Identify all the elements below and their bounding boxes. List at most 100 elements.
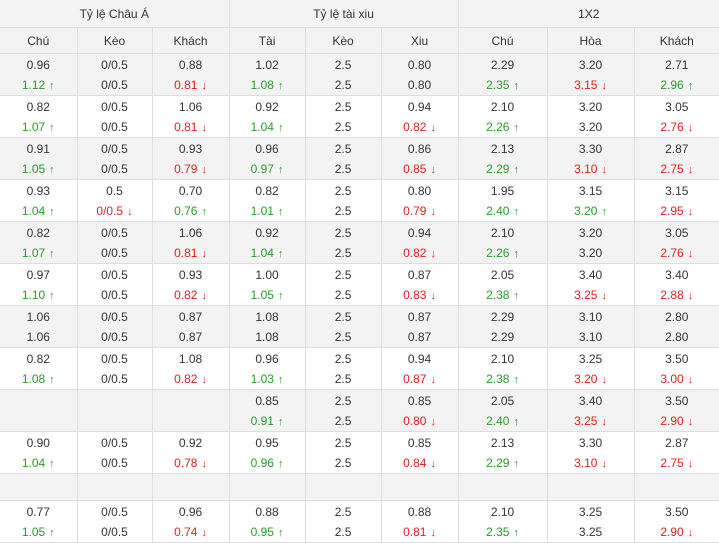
opening-odds-1x2-away: 3.50 bbox=[633, 347, 719, 369]
opening-odds-ah-away: 0.96 bbox=[151, 500, 230, 522]
live-odds-ah-home: 1.05 ↑ bbox=[0, 522, 77, 543]
live-odds-1x2-draw: 3.20 ↑ bbox=[546, 201, 635, 222]
odds-value: 0.87 bbox=[407, 330, 432, 344]
opening-odds-ah-away: 1.08 bbox=[151, 347, 230, 369]
odds-value: 0/0.5 bbox=[101, 288, 128, 302]
arrow-up-icon: ↑ bbox=[277, 248, 284, 260]
live-odds-ou-line: 2.5 bbox=[304, 285, 382, 306]
opening-odds-ou-under: 0.88 bbox=[380, 500, 459, 522]
opening-odds-1x2-draw: 3.30 bbox=[546, 431, 635, 453]
arrow-down-icon: ↓ bbox=[201, 374, 207, 386]
empty-cell bbox=[304, 473, 382, 501]
opening-odds-ou-under: 0.86 bbox=[380, 137, 459, 159]
odds-value: 2.40 bbox=[486, 414, 510, 428]
odds-value: 0.83 bbox=[403, 288, 427, 302]
live-odds-ah-line: 0/0.5 bbox=[76, 159, 152, 180]
live-odds-ou-under: 0.87 ↓ bbox=[380, 369, 459, 390]
arrow-up-icon: ↑ bbox=[277, 122, 284, 134]
live-odds-1x2-draw: 3.20 bbox=[546, 243, 635, 264]
opening-odds-ah-line: 0/0.5 bbox=[76, 305, 152, 327]
odds-value: 2.5 bbox=[334, 246, 352, 260]
live-odds-ah-away: 0.81 ↓ bbox=[151, 75, 230, 96]
opening-odds-ou-under: 0.85 bbox=[380, 431, 459, 453]
table-row-opening: 0.93 0.5 0.70 0.82 2.5 0.80 1.95 3.15 3.15 bbox=[0, 179, 719, 201]
arrow-up-icon: ↑ bbox=[49, 374, 55, 386]
arrow-up-icon: ↑ bbox=[277, 374, 284, 386]
live-odds-ah-away: 0.78 ↓ bbox=[151, 453, 230, 474]
live-odds-ou-under: 0.87 bbox=[380, 327, 459, 348]
odds-value: 1.04 bbox=[250, 120, 274, 134]
live-odds-ou-under: 0.80 ↓ bbox=[380, 411, 459, 432]
odds-value: 0.85 bbox=[403, 162, 427, 176]
odds-value: 1.01 bbox=[250, 204, 274, 218]
live-odds-ah-line: 0/0.5 bbox=[76, 75, 152, 96]
opening-odds-ah-away bbox=[151, 389, 230, 411]
opening-odds-ou-under: 0.85 bbox=[380, 389, 459, 411]
opening-odds-ah-line: 0/0.5 bbox=[76, 347, 152, 369]
opening-odds-ah-home: 1.06 bbox=[0, 305, 77, 327]
odds-value: 2.5 bbox=[334, 78, 352, 92]
arrow-up-icon: ↑ bbox=[49, 458, 55, 470]
opening-odds-ou-under: 0.94 bbox=[380, 221, 459, 243]
odds-value: 3.25 bbox=[574, 288, 598, 302]
odds-value: 2.38 bbox=[486, 288, 510, 302]
table-row-empty bbox=[0, 473, 719, 501]
opening-odds-1x2-home: 2.10 bbox=[457, 347, 548, 369]
opening-odds-1x2-home: 2.05 bbox=[457, 389, 548, 411]
live-odds-ah-home: 1.07 ↑ bbox=[0, 243, 77, 264]
live-odds-1x2-home: 2.29 ↑ bbox=[457, 159, 548, 180]
arrow-up-icon: ↑ bbox=[49, 206, 55, 218]
arrow-up-icon: ↑ bbox=[513, 80, 519, 92]
live-odds-ah-line: 0/0.5 bbox=[76, 327, 152, 348]
odds-value: 0.87 bbox=[178, 330, 203, 344]
opening-odds-1x2-draw: 3.30 bbox=[546, 137, 635, 159]
arrow-down-icon: ↓ bbox=[687, 290, 694, 302]
live-odds-ah-home: 1.05 ↑ bbox=[0, 159, 77, 180]
arrow-down-icon: ↓ bbox=[430, 290, 436, 302]
opening-odds-ou-under: 0.94 bbox=[380, 95, 459, 117]
opening-odds-ou-over: 0.85 bbox=[228, 389, 306, 411]
live-odds-1x2-home: 2.38 ↑ bbox=[457, 369, 548, 390]
arrow-down-icon: ↓ bbox=[687, 206, 694, 218]
odds-value: 1.05 bbox=[21, 525, 46, 539]
opening-odds-ah-home: 0.77 bbox=[0, 500, 77, 522]
odds-value: 2.90 bbox=[660, 525, 684, 539]
odds-value: 0.81 bbox=[403, 525, 427, 539]
live-odds-ah-home: 1.04 ↑ bbox=[0, 453, 77, 474]
table-row-opening: 0.77 0/0.5 0.96 0.88 2.5 0.88 2.10 3.25 3.50 bbox=[0, 500, 719, 522]
arrow-up-icon: ↑ bbox=[49, 290, 55, 302]
live-odds-ou-under: 0.81 ↓ bbox=[380, 522, 459, 543]
odds-value: 2.5 bbox=[334, 120, 352, 134]
table-row-live: 1.04 ↑ 0/0.5 0.78 ↓ 0.96 ↑ 2.5 0.84 ↓ 2.29 ↑ 3.10 ↓ 2.… bbox=[0, 453, 719, 474]
odds-value: 1.05 bbox=[21, 162, 46, 176]
arrow-down-icon: ↓ bbox=[430, 248, 436, 260]
opening-odds-1x2-draw: 3.15 bbox=[546, 179, 635, 201]
arrow-up-icon: ↑ bbox=[513, 416, 519, 428]
live-odds-1x2-draw: 3.10 ↓ bbox=[546, 159, 635, 180]
live-odds-1x2-home: 2.35 ↑ bbox=[457, 75, 548, 96]
odds-value: 2.5 bbox=[334, 525, 352, 539]
live-odds-ah-home: 1.08 ↑ bbox=[0, 369, 77, 390]
arrow-down-icon: ↓ bbox=[601, 80, 607, 92]
opening-odds-ou-line: 2.5 bbox=[304, 263, 382, 285]
live-odds-ah-line bbox=[76, 411, 152, 432]
odds-value: 2.96 bbox=[660, 78, 684, 92]
opening-odds-ou-under: 0.87 bbox=[380, 263, 459, 285]
arrow-down-icon: ↓ bbox=[430, 527, 436, 539]
opening-odds-ou-line: 2.5 bbox=[304, 221, 382, 243]
live-odds-1x2-away: 2.75 ↓ bbox=[633, 453, 719, 474]
arrow-down-icon: ↓ bbox=[201, 458, 207, 470]
opening-odds-ah-home bbox=[0, 389, 77, 411]
opening-odds-ou-over: 1.02 bbox=[228, 53, 306, 75]
opening-odds-1x2-away: 3.40 bbox=[633, 263, 719, 285]
arrow-down-icon: ↓ bbox=[430, 374, 436, 386]
live-odds-ou-line: 2.5 bbox=[304, 201, 382, 222]
arrow-up-icon: ↑ bbox=[513, 458, 519, 470]
odds-value: 0.79 bbox=[174, 162, 198, 176]
opening-odds-ou-under: 0.87 bbox=[380, 305, 459, 327]
group-header-over-under: Tỷ lệ tài xiu bbox=[228, 0, 459, 28]
opening-odds-1x2-home: 2.29 bbox=[457, 305, 548, 327]
live-odds-ou-over: 0.97 ↑ bbox=[228, 159, 306, 180]
odds-value: 3.25 bbox=[578, 525, 603, 539]
opening-odds-1x2-away: 2.71 bbox=[633, 53, 719, 75]
